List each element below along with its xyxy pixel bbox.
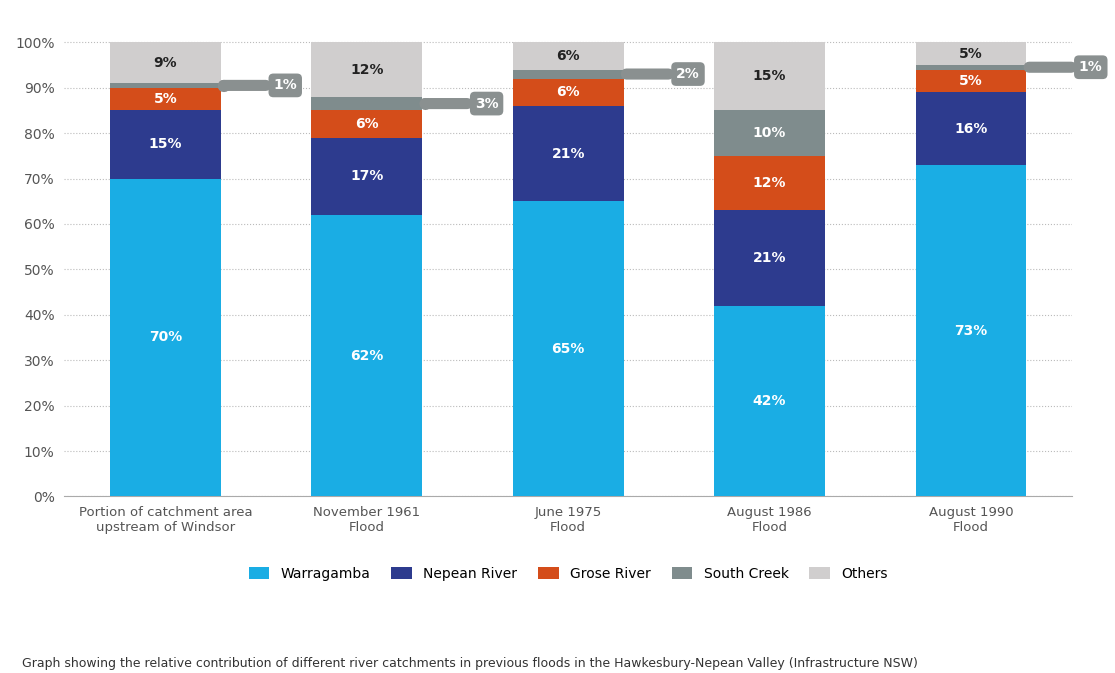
Text: 42%: 42% xyxy=(753,394,786,408)
Legend: Warragamba, Nepean River, Grose River, South Creek, Others: Warragamba, Nepean River, Grose River, S… xyxy=(243,561,893,586)
Bar xyxy=(715,306,825,497)
Bar xyxy=(110,42,221,83)
Bar xyxy=(715,156,825,210)
Text: 6%: 6% xyxy=(556,49,580,63)
Bar xyxy=(915,42,1026,65)
Text: 1%: 1% xyxy=(223,78,297,92)
Text: 21%: 21% xyxy=(552,147,585,161)
Text: 6%: 6% xyxy=(355,117,379,131)
Text: 12%: 12% xyxy=(753,176,786,190)
Bar xyxy=(311,138,423,215)
Text: 70%: 70% xyxy=(148,330,182,345)
Text: 21%: 21% xyxy=(753,251,786,265)
Bar xyxy=(513,42,623,69)
Text: 1%: 1% xyxy=(1029,61,1103,74)
Text: 15%: 15% xyxy=(753,69,786,83)
Bar xyxy=(915,165,1026,497)
Bar xyxy=(513,201,623,497)
Bar xyxy=(915,69,1026,92)
Text: 16%: 16% xyxy=(954,122,988,135)
Text: 2%: 2% xyxy=(627,67,700,81)
Text: Graph showing the relative contribution of different river catchments in previou: Graph showing the relative contribution … xyxy=(22,657,918,670)
Bar xyxy=(513,79,623,106)
Text: 10%: 10% xyxy=(753,126,786,140)
Bar xyxy=(715,110,825,156)
Text: 65%: 65% xyxy=(552,342,585,356)
Text: 12%: 12% xyxy=(350,63,384,77)
Bar xyxy=(513,69,623,79)
Bar xyxy=(311,215,423,497)
Text: 73%: 73% xyxy=(954,324,988,338)
Text: 5%: 5% xyxy=(959,46,982,61)
Bar xyxy=(311,110,423,138)
Text: 9%: 9% xyxy=(154,56,177,70)
Bar xyxy=(110,110,221,178)
Text: 6%: 6% xyxy=(556,85,580,99)
Text: 5%: 5% xyxy=(959,74,982,88)
Bar xyxy=(513,106,623,201)
Text: 62%: 62% xyxy=(350,349,384,363)
Bar xyxy=(110,83,221,87)
Bar xyxy=(110,87,221,110)
Bar xyxy=(715,210,825,306)
Text: 5%: 5% xyxy=(154,92,177,106)
Bar xyxy=(110,178,221,497)
Text: 15%: 15% xyxy=(148,137,182,151)
Bar xyxy=(915,65,1026,69)
Bar xyxy=(915,92,1026,165)
Text: 3%: 3% xyxy=(425,96,498,110)
Bar xyxy=(311,42,423,97)
Bar xyxy=(311,97,423,110)
Bar xyxy=(715,42,825,110)
Text: 17%: 17% xyxy=(350,169,384,183)
